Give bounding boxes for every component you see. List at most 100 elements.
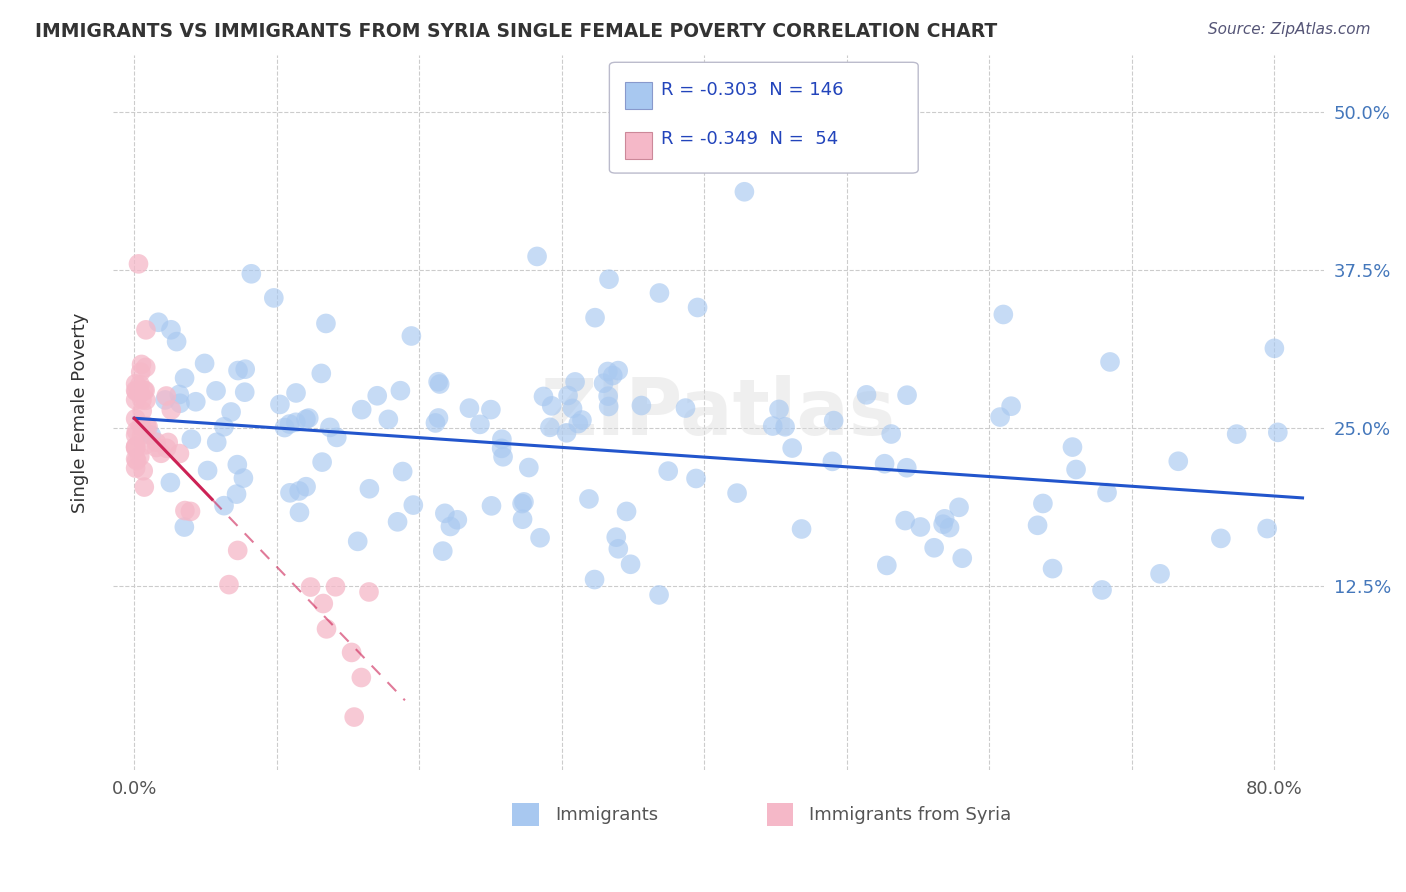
Point <box>124 452 146 467</box>
Point <box>284 415 307 429</box>
Point <box>173 371 195 385</box>
Point <box>648 588 671 602</box>
Point <box>180 432 202 446</box>
Point <box>131 404 153 418</box>
Point <box>823 414 845 428</box>
Point <box>533 389 555 403</box>
Point <box>607 363 630 377</box>
Point <box>932 517 955 532</box>
Text: ZIPatlas: ZIPatlas <box>541 375 896 450</box>
Point <box>269 397 291 411</box>
Point <box>492 450 515 464</box>
Point <box>346 534 368 549</box>
Point <box>288 483 311 498</box>
Point <box>685 471 707 485</box>
Point <box>1091 582 1114 597</box>
Point <box>350 671 373 685</box>
Point <box>326 430 349 444</box>
Point <box>1026 518 1049 533</box>
Point <box>1098 355 1121 369</box>
Point <box>136 420 159 434</box>
Point <box>648 285 671 300</box>
Point <box>357 585 380 599</box>
Point <box>232 471 254 485</box>
Point <box>401 329 423 343</box>
Point <box>821 454 844 468</box>
Point <box>205 384 228 398</box>
Point <box>124 384 146 398</box>
Text: R = -0.349  N =  54: R = -0.349 N = 54 <box>661 130 839 148</box>
Point <box>150 446 173 460</box>
Point <box>205 435 228 450</box>
Point <box>439 519 461 533</box>
Text: IMMIGRANTS VS IMMIGRANTS FROM SYRIA SINGLE FEMALE POVERTY CORRELATION CHART: IMMIGRANTS VS IMMIGRANTS FROM SYRIA SING… <box>35 22 997 41</box>
Text: Immigrants from Syria: Immigrants from Syria <box>810 806 1011 824</box>
Point <box>128 387 150 401</box>
Point <box>166 334 188 349</box>
Point <box>780 441 803 455</box>
Point <box>312 597 335 611</box>
Point <box>578 491 600 506</box>
Point <box>1267 425 1289 440</box>
Point <box>134 438 156 452</box>
Point <box>134 384 156 398</box>
Point <box>1226 427 1249 442</box>
Point <box>315 622 337 636</box>
Point <box>934 512 956 526</box>
Point <box>910 520 932 534</box>
Text: Source: ZipAtlas.com: Source: ZipAtlas.com <box>1208 22 1371 37</box>
Point <box>128 450 150 464</box>
Point <box>468 417 491 432</box>
Point <box>657 464 679 478</box>
Point <box>896 460 918 475</box>
Point <box>194 356 217 370</box>
Point <box>278 417 301 431</box>
Point <box>167 387 190 401</box>
Point <box>159 475 181 490</box>
Point <box>557 388 579 402</box>
Point <box>350 402 373 417</box>
Point <box>768 402 790 417</box>
Point <box>458 401 481 416</box>
Point <box>1062 440 1084 454</box>
Point <box>686 301 709 315</box>
Point <box>288 505 311 519</box>
Point <box>173 520 195 534</box>
Point <box>263 291 285 305</box>
Point <box>226 363 249 377</box>
Point <box>725 486 748 500</box>
Point <box>124 428 146 442</box>
Text: R = -0.303  N = 146: R = -0.303 N = 146 <box>661 80 844 99</box>
Point <box>153 392 176 407</box>
Point <box>124 441 146 455</box>
Point <box>988 410 1011 425</box>
Point <box>446 513 468 527</box>
Point <box>131 392 153 407</box>
Point <box>733 185 755 199</box>
Point <box>1149 566 1171 581</box>
Point <box>129 377 152 392</box>
Point <box>132 384 155 398</box>
Point <box>132 464 155 478</box>
Point <box>226 458 249 472</box>
Point <box>366 389 388 403</box>
Point <box>529 531 551 545</box>
Point <box>948 500 970 515</box>
Point <box>512 512 534 526</box>
Point <box>598 389 620 403</box>
Point <box>526 249 548 263</box>
Point <box>212 499 235 513</box>
Point <box>481 499 503 513</box>
Point <box>299 580 322 594</box>
Point <box>141 428 163 442</box>
Point <box>675 401 697 415</box>
Point <box>598 272 620 286</box>
Point <box>938 520 960 534</box>
Point <box>427 411 450 425</box>
Point <box>762 419 785 434</box>
Point <box>125 424 148 438</box>
Point <box>169 446 191 460</box>
Point <box>922 541 945 555</box>
Point <box>233 362 256 376</box>
Point <box>583 310 606 325</box>
